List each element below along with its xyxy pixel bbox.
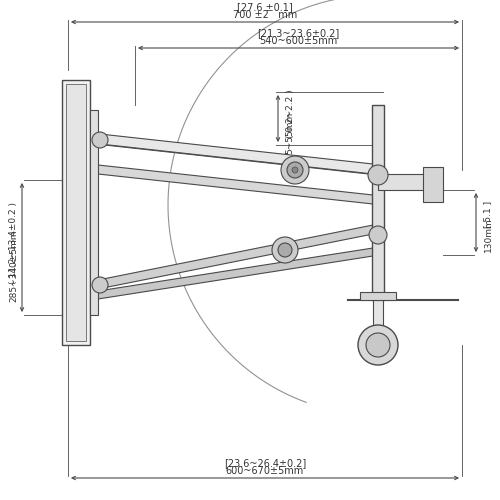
Bar [372,105,384,300]
Text: 600~670±5mm: 600~670±5mm [226,466,304,476]
Text: ( 0.2~2.2 ): ( 0.2~2.2 ) [286,89,294,138]
Text: 130mm: 130mm [484,217,492,252]
Text: [ 5.1 ]: [ 5.1 ] [484,201,492,228]
Circle shape [358,325,398,365]
Polygon shape [98,248,373,299]
Circle shape [92,132,108,148]
Circle shape [287,162,303,178]
Text: [21.3~23.6±0.2]: [21.3~23.6±0.2] [258,28,340,38]
Text: [23.6~26.4±0.2]: [23.6~26.4±0.2] [224,458,306,468]
Circle shape [366,333,390,357]
Polygon shape [100,134,373,174]
Bar [360,292,396,300]
Circle shape [292,167,298,173]
Text: [27.6 ±0.1]: [27.6 ±0.1] [237,2,293,12]
Text: 285~340±5mm: 285~340±5mm [10,229,18,302]
Circle shape [368,165,388,185]
Bar [378,174,438,190]
Polygon shape [98,165,373,204]
Bar [373,300,383,335]
Circle shape [278,243,292,257]
Text: 5~55mm: 5~55mm [286,112,294,154]
Polygon shape [98,225,373,289]
Text: 700 ±2   mm: 700 ±2 mm [233,10,297,20]
Circle shape [92,277,108,293]
Text: 540~600±5mm: 540~600±5mm [260,36,338,46]
Circle shape [281,156,309,184]
Circle shape [272,237,298,263]
Bar [90,110,98,315]
Text: ( 11.2~13.4±0.2 ): ( 11.2~13.4±0.2 ) [10,202,18,283]
Bar [423,167,443,202]
Circle shape [369,226,387,244]
Bar [62,80,90,345]
Bar [66,84,86,341]
